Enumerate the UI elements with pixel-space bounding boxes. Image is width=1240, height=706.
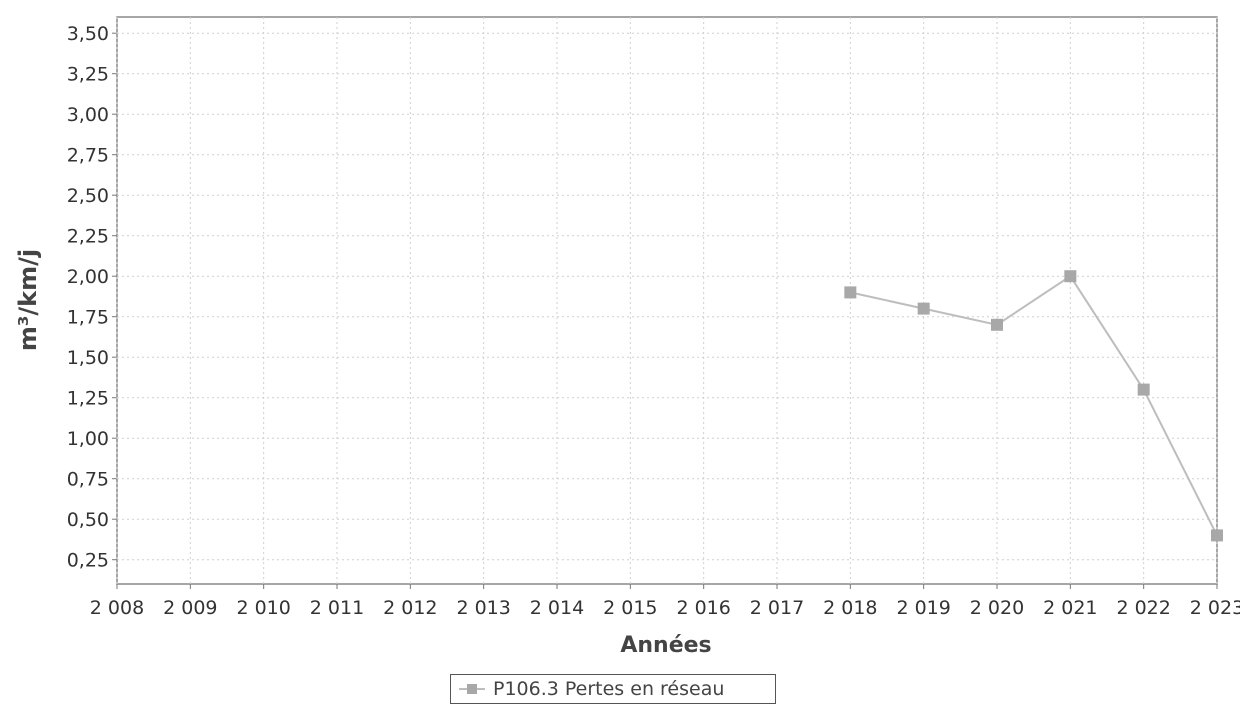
x-tick-label: 2 012 — [383, 597, 437, 619]
data-point — [1137, 383, 1150, 396]
x-tick-labels: 2 008 2 009 2 010 2 011 2 012 2 013 2 014 2 015… — [90, 597, 1240, 619]
x-tick-label: 2 018 — [823, 597, 877, 619]
y-tick-label: 0,75 — [67, 469, 109, 491]
y-tick-label: 2,25 — [67, 226, 109, 248]
y-axis-title: m³/km/j — [14, 249, 42, 351]
y-tick-label: 1,50 — [67, 347, 109, 369]
x-tick-label: 2 015 — [603, 597, 657, 619]
x-tick-label: 2 011 — [310, 597, 364, 619]
x-tick-label: 2 021 — [1043, 597, 1097, 619]
x-tick-label: 2 017 — [750, 597, 804, 619]
y-tick-labels: 0,25 0,50 0,75 1,00 1,25 1,50 1,75 2,00 2,25 2,50… — [67, 23, 109, 572]
data-point — [917, 302, 930, 315]
y-tick-label: 2,00 — [67, 266, 109, 288]
x-tick-label: 2 010 — [236, 597, 290, 619]
y-tick-label: 0,50 — [67, 509, 109, 531]
data-point — [991, 318, 1003, 331]
x-tick-label: 2 013 — [456, 597, 510, 619]
legend-label: P106.3 Pertes en réseau — [493, 678, 725, 700]
series-layer — [844, 270, 1223, 542]
y-tick-label: 1,00 — [67, 428, 109, 450]
y-tick-label: 1,25 — [67, 388, 109, 410]
plot-area — [116, 16, 1218, 585]
y-tick-label: 3,00 — [67, 104, 109, 126]
x-tick-label: 2 014 — [530, 597, 584, 619]
x-tick-label: 2 019 — [896, 597, 950, 619]
y-tick-label: 3,25 — [67, 64, 109, 86]
x-tick-label: 2 023 — [1190, 597, 1240, 619]
x-tick-label: 2 008 — [90, 597, 144, 619]
x-tick-label: 2 009 — [163, 597, 217, 619]
series-line — [850, 274, 1218, 536]
y-tick-label: 2,75 — [67, 145, 109, 167]
grid — [112, 17, 1218, 589]
y-tick-label: 1,75 — [67, 307, 109, 329]
x-tick-label: 2 020 — [970, 597, 1024, 619]
x-tick-label: 2 016 — [676, 597, 730, 619]
data-point — [1064, 270, 1077, 283]
legend-marker-icon — [459, 682, 485, 696]
y-tick-label: 0,25 — [67, 550, 109, 572]
y-tick-label: 3,50 — [67, 23, 109, 45]
data-point — [1211, 529, 1223, 542]
x-tick-label: 2 022 — [1116, 597, 1170, 619]
data-point — [844, 286, 857, 299]
x-axis-title: Années — [620, 633, 711, 658]
y-tick-label: 2,50 — [67, 185, 109, 207]
legend: P106.3 Pertes en réseau — [450, 674, 776, 704]
